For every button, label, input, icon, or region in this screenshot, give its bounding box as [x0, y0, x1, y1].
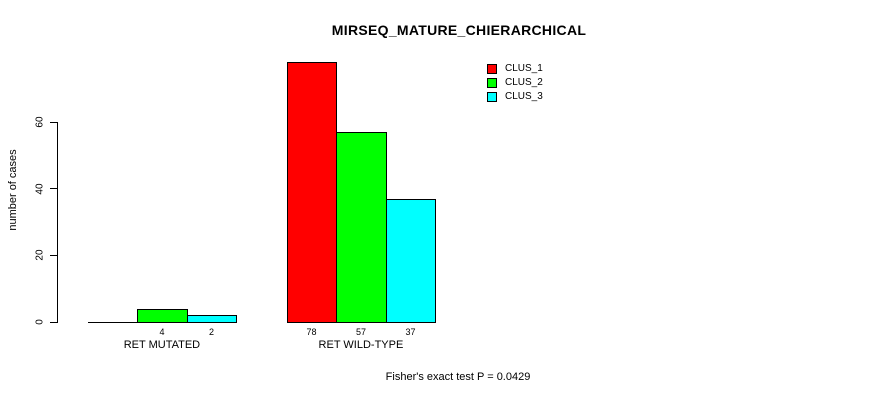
y-axis-tick	[50, 321, 57, 323]
bar-clus_2-2	[336, 132, 387, 323]
bar-clus_3-2	[386, 199, 436, 323]
bar-clus_3-1	[187, 315, 237, 323]
legend-swatch-clus_1	[487, 63, 497, 74]
y-axis-tick-label: 0	[34, 319, 46, 325]
x-axis-category-label: RET MUTATED	[123, 339, 201, 351]
legend: CLUS_1 CLUS_2 CLUS_3	[487, 63, 543, 102]
bar-value-label: 57	[355, 327, 367, 337]
legend-swatch-clus_3	[487, 91, 497, 102]
legend-item-clus_1: CLUS_1	[487, 63, 543, 74]
legend-swatch-clus_2	[487, 77, 497, 88]
chart-title: MIRSEQ_MATURE_CHIERARCHICAL	[331, 22, 587, 38]
legend-label: CLUS_2	[505, 77, 543, 88]
x-axis-category-label: RET WILD-TYPE	[318, 339, 404, 351]
y-axis-tick-label: 60	[34, 116, 46, 128]
legend-label: CLUS_3	[505, 91, 543, 102]
bar-value-label: 4	[159, 327, 165, 337]
y-axis-line	[57, 122, 58, 323]
legend-item-clus_2: CLUS_2	[487, 77, 543, 88]
bar-value-label: 2	[208, 327, 215, 337]
legend-label: CLUS_1	[505, 63, 543, 74]
legend-item-clus_3: CLUS_3	[487, 91, 543, 102]
y-axis-tick	[50, 188, 57, 190]
fisher-test-annotation: Fisher's exact test P = 0.0429	[385, 371, 531, 383]
y-axis-label: number of cases	[7, 149, 19, 231]
bar-clus_2-1	[137, 309, 188, 323]
bar-clus_1-2	[287, 62, 337, 323]
bar-value-label: 78	[306, 327, 317, 337]
bar-value-label: 37	[405, 327, 416, 337]
bar-clus_1-1-zero	[88, 322, 138, 323]
y-axis-tick	[50, 121, 57, 123]
y-axis-tick	[50, 254, 57, 256]
y-axis-tick-label: 40	[34, 183, 46, 195]
y-axis-tick-label: 20	[34, 249, 46, 261]
